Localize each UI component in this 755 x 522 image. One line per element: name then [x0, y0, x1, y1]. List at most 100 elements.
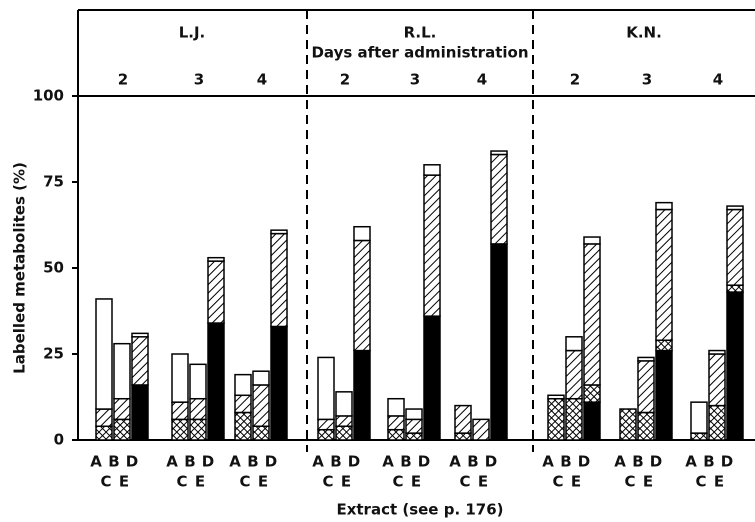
extract-label: C [392, 473, 403, 491]
bar-segment [547, 394, 565, 400]
extract-label: E [411, 473, 421, 491]
extract-label: A [542, 453, 554, 471]
panel-label: R.L. [404, 24, 437, 42]
extract-label: D [126, 453, 138, 471]
x-axis-title: Extract (see p. 176) [336, 501, 503, 519]
bar-segment [690, 401, 708, 434]
extract-label: E [571, 473, 581, 491]
day-label: 3 [642, 71, 652, 89]
extract-label: A [614, 453, 626, 471]
bar-segment [655, 201, 673, 211]
extract-label: D [721, 453, 733, 471]
bar-segment [317, 428, 335, 441]
extract-label: A [166, 453, 178, 471]
day-label: 2 [118, 71, 128, 89]
y-tick-label: 25 [43, 345, 64, 363]
extract-label: B [400, 453, 411, 471]
bar-segment [490, 153, 508, 245]
bar-segment [565, 336, 583, 352]
bar-segment [189, 363, 207, 400]
bar-segment [270, 229, 288, 235]
extract-label: B [247, 453, 258, 471]
extract-label: D [578, 453, 590, 471]
bar-segment [655, 208, 673, 341]
extract-label: B [184, 453, 195, 471]
y-tick-label: 50 [43, 259, 64, 277]
bar-segment [387, 428, 405, 441]
bar-segment [405, 418, 423, 434]
extract-label: B [560, 453, 571, 471]
bar-segment [113, 418, 131, 441]
bar-segment [171, 401, 189, 421]
extract-label: C [176, 473, 187, 491]
bar-segment [335, 415, 353, 427]
extract-label: E [341, 473, 351, 491]
extract-label: C [459, 473, 470, 491]
bar-segment [131, 332, 149, 338]
bar-segment [708, 404, 726, 441]
bar-segment [252, 384, 270, 427]
bar-segment [690, 432, 708, 441]
bar-segment [189, 418, 207, 441]
bar-segment [637, 356, 655, 362]
extract-label: E [258, 473, 268, 491]
extract-label: B [108, 453, 119, 471]
bar-segment [189, 397, 207, 421]
extract-label: A [229, 453, 241, 471]
extract-label: E [478, 473, 488, 491]
day-label: 4 [713, 71, 723, 89]
bar-segment [131, 336, 149, 386]
header-label: Days after administration [311, 44, 528, 62]
day-label: 2 [340, 71, 350, 89]
bar-segment [353, 349, 371, 441]
bar-segment [405, 432, 423, 441]
extract-label: A [685, 453, 697, 471]
panel-label: K.N. [626, 24, 662, 42]
bar-segment [726, 291, 744, 441]
bar-segment [583, 384, 601, 403]
y-tick-label: 100 [33, 87, 64, 105]
bar-segment [171, 418, 189, 441]
bar-segment [113, 397, 131, 421]
extract-label: D [202, 453, 214, 471]
bar-segment [423, 164, 441, 176]
bar-segment [252, 425, 270, 441]
bar-segment [454, 404, 472, 434]
bar-segment [423, 315, 441, 441]
day-label: 2 [570, 71, 580, 89]
extract-label: D [348, 453, 360, 471]
bar-segment [270, 232, 288, 328]
bar-segment [95, 425, 113, 441]
extract-label: D [418, 453, 430, 471]
bar-segment [405, 408, 423, 421]
extract-label: E [643, 473, 653, 491]
y-axis-title: Labelled metabolites (%) [11, 162, 29, 374]
extract-label: D [485, 453, 497, 471]
extract-label: C [239, 473, 250, 491]
bar-segment [708, 349, 726, 355]
extract-label: C [624, 473, 635, 491]
bar-segment [95, 298, 113, 410]
bar-segment [171, 353, 189, 403]
bar-segment [270, 325, 288, 441]
bar-segment [565, 349, 583, 400]
bar-segment [353, 239, 371, 352]
panel-label: L.J. [179, 24, 206, 42]
bar-segment [335, 425, 353, 441]
y-tick-label: 0 [54, 431, 64, 449]
bar-segment [234, 411, 252, 441]
extract-label: A [382, 453, 394, 471]
extract-label: A [90, 453, 102, 471]
bar-segment [655, 349, 673, 441]
bar-segment [335, 391, 353, 417]
extract-label: D [265, 453, 277, 471]
bar-segment [637, 411, 655, 441]
bar-segment [387, 397, 405, 417]
day-label: 4 [477, 71, 487, 89]
extract-label: B [330, 453, 341, 471]
bar-segment [423, 174, 441, 317]
bar-segment [490, 243, 508, 441]
bar-segment [726, 208, 744, 286]
extract-label: A [449, 453, 461, 471]
bar-segment [353, 225, 371, 242]
